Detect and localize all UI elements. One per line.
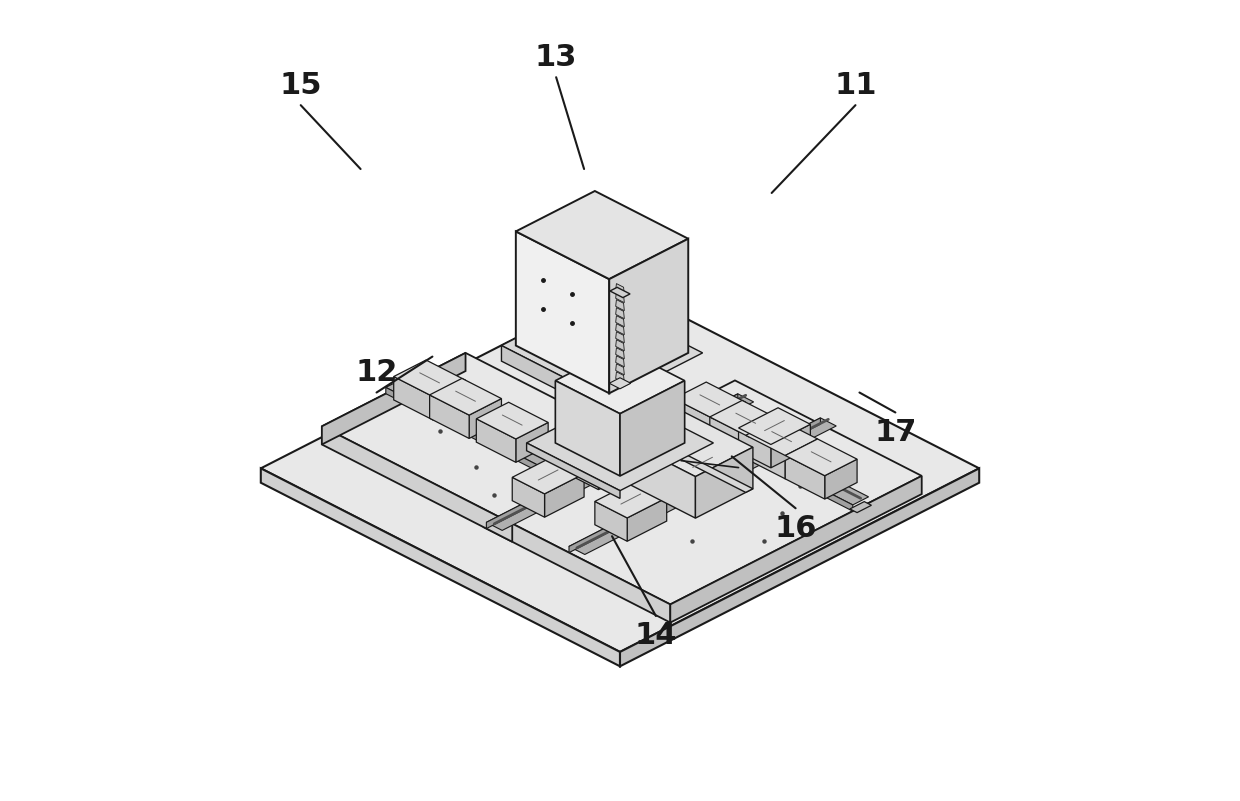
Polygon shape [616, 356, 624, 367]
Polygon shape [660, 445, 753, 493]
Polygon shape [527, 443, 620, 498]
Polygon shape [609, 433, 696, 518]
Polygon shape [544, 473, 584, 517]
Text: 15: 15 [279, 70, 322, 99]
Polygon shape [709, 400, 781, 437]
Polygon shape [749, 421, 781, 461]
Polygon shape [567, 429, 637, 466]
Polygon shape [771, 425, 811, 468]
Polygon shape [616, 292, 624, 303]
Polygon shape [616, 372, 624, 383]
Polygon shape [745, 435, 785, 479]
Polygon shape [569, 418, 836, 554]
Polygon shape [595, 501, 627, 541]
Polygon shape [696, 447, 753, 518]
Polygon shape [609, 239, 688, 393]
Polygon shape [260, 285, 980, 652]
Polygon shape [516, 231, 609, 393]
Polygon shape [429, 378, 501, 415]
Polygon shape [569, 418, 821, 553]
Polygon shape [469, 399, 501, 438]
Polygon shape [595, 481, 667, 518]
Polygon shape [825, 459, 857, 499]
Polygon shape [667, 445, 739, 481]
Polygon shape [433, 380, 465, 420]
Polygon shape [476, 402, 548, 439]
Polygon shape [620, 469, 980, 666]
Polygon shape [386, 380, 591, 485]
Text: 12: 12 [356, 358, 398, 387]
Polygon shape [616, 308, 624, 319]
Polygon shape [663, 406, 684, 417]
Polygon shape [616, 332, 624, 343]
Polygon shape [616, 316, 624, 327]
Polygon shape [673, 399, 713, 442]
Polygon shape [671, 476, 921, 622]
Polygon shape [599, 446, 637, 489]
Text: 17: 17 [874, 418, 916, 447]
Polygon shape [386, 388, 577, 491]
Polygon shape [627, 497, 667, 541]
Polygon shape [713, 402, 745, 442]
Polygon shape [609, 403, 753, 477]
Polygon shape [666, 409, 853, 511]
Polygon shape [616, 324, 624, 335]
Polygon shape [709, 417, 749, 461]
Polygon shape [673, 382, 745, 419]
Polygon shape [512, 477, 544, 517]
Polygon shape [666, 401, 868, 505]
Polygon shape [516, 191, 688, 279]
Text: 14: 14 [635, 622, 677, 650]
Polygon shape [745, 419, 817, 456]
Polygon shape [394, 360, 465, 396]
Polygon shape [739, 428, 771, 468]
Polygon shape [616, 364, 624, 375]
Polygon shape [739, 408, 811, 445]
Polygon shape [620, 380, 684, 476]
Polygon shape [620, 402, 692, 439]
Polygon shape [322, 353, 656, 524]
Polygon shape [616, 300, 624, 311]
Polygon shape [616, 348, 624, 359]
Polygon shape [476, 419, 516, 462]
Polygon shape [616, 340, 624, 351]
Polygon shape [556, 380, 620, 476]
Polygon shape [667, 465, 699, 505]
Polygon shape [620, 422, 652, 462]
Polygon shape [484, 380, 921, 605]
Polygon shape [486, 394, 738, 529]
Polygon shape [556, 348, 684, 413]
Text: 13: 13 [534, 42, 578, 72]
Polygon shape [486, 394, 754, 530]
Polygon shape [527, 395, 713, 491]
Polygon shape [567, 450, 599, 489]
Polygon shape [785, 439, 857, 476]
Text: 11: 11 [835, 70, 877, 99]
Polygon shape [609, 378, 631, 388]
Polygon shape [484, 509, 671, 622]
Polygon shape [785, 439, 817, 479]
Polygon shape [785, 456, 825, 499]
Polygon shape [516, 422, 548, 462]
Polygon shape [501, 298, 703, 400]
Text: 16: 16 [774, 513, 817, 543]
Polygon shape [616, 284, 624, 295]
Polygon shape [501, 345, 609, 417]
Polygon shape [699, 461, 739, 505]
Polygon shape [652, 419, 692, 462]
Polygon shape [512, 457, 584, 494]
Polygon shape [394, 376, 433, 420]
Polygon shape [429, 395, 469, 438]
Polygon shape [610, 288, 630, 298]
Polygon shape [849, 501, 872, 513]
Polygon shape [322, 426, 512, 541]
Polygon shape [322, 353, 465, 445]
Polygon shape [260, 469, 620, 666]
